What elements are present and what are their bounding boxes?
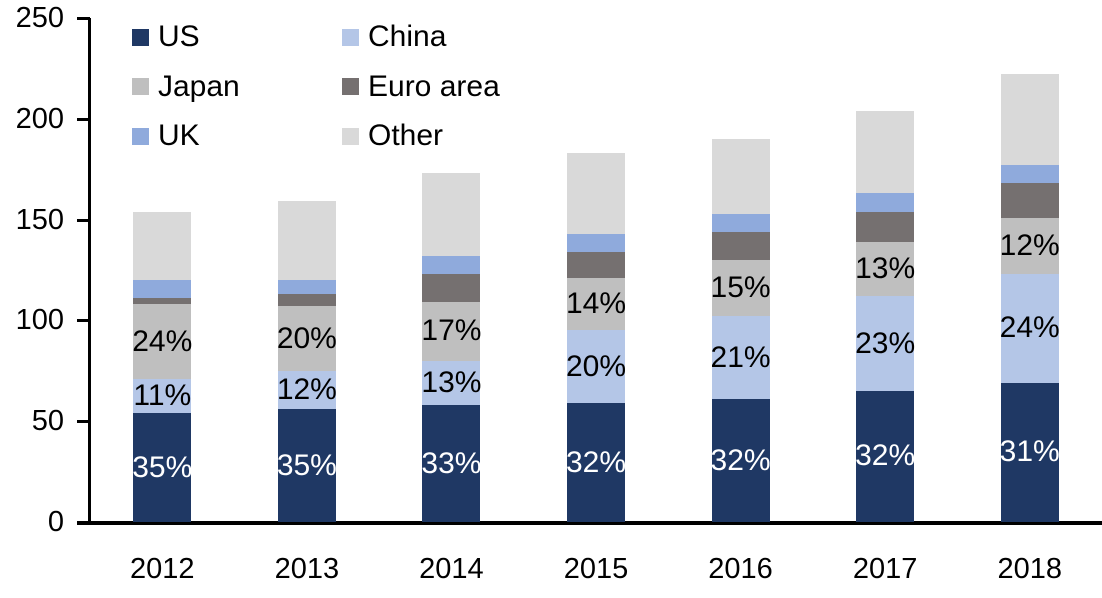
data-label-us-2018: 31% [999, 435, 1060, 469]
segment-uk-2014 [422, 255, 481, 275]
segment-other-2018 [1000, 74, 1059, 166]
segment-euro-area-2015 [567, 251, 625, 279]
segment-us-2013 [277, 409, 336, 522]
y-tick-label-0: 0 [47, 506, 64, 538]
y-tick-label-150: 150 [15, 203, 64, 236]
segment-japan-2014 [422, 302, 481, 361]
data-label-japan-2018: 12% [999, 228, 1060, 262]
x-tick-label-2012: 2012 [130, 553, 195, 585]
segment-uk-2015 [567, 233, 625, 252]
data-label-japan-2016: 15% [710, 271, 771, 305]
y-tick-mark-200 [77, 117, 90, 121]
data-label-japan-2013: 20% [276, 321, 337, 355]
data-label-japan-2012: 24% [132, 324, 193, 358]
segment-uk-2016 [711, 213, 770, 232]
y-tick-mark-50 [77, 420, 90, 424]
legend-label-china: China [368, 20, 447, 53]
data-label-japan-2014: 17% [421, 314, 482, 348]
y-tick-label-200: 200 [15, 102, 64, 135]
data-label-us-2016: 32% [710, 443, 771, 477]
segment-other-2013 [277, 201, 336, 281]
segment-china-2015 [567, 330, 625, 404]
legend-swatch-japan [132, 78, 149, 95]
segment-us-2016 [711, 399, 770, 522]
data-label-us-2012: 35% [132, 450, 193, 484]
segment-euro-area-2014 [422, 274, 481, 303]
legend-label-euro-area: Euro area [368, 69, 500, 103]
segment-euro-area-2018 [1000, 183, 1059, 218]
legend-swatch-us [132, 28, 149, 46]
legend-label-other: Other [368, 119, 444, 152]
y-tick-label-100: 100 [15, 304, 64, 337]
y-tick-mark-0 [77, 521, 90, 524]
y-axis-line [88, 18, 91, 524]
y-tick-mark-150 [77, 218, 90, 222]
segment-japan-2017 [856, 241, 915, 297]
segment-other-2017 [856, 110, 915, 194]
x-tick-label-2017: 2017 [852, 553, 918, 585]
data-label-us-2015: 32% [565, 445, 627, 479]
y-tick-label-50: 50 [31, 405, 64, 438]
segment-other-2016 [711, 138, 770, 214]
segment-euro-area-2013 [277, 294, 336, 307]
segment-japan-2018 [1000, 217, 1059, 275]
data-label-us-2014: 33% [421, 446, 482, 480]
segment-japan-2015 [567, 278, 625, 331]
segment-uk-2013 [277, 280, 336, 295]
segment-japan-2013 [277, 306, 336, 371]
segment-euro-area-2016 [711, 231, 770, 260]
data-label-china-2018: 24% [999, 311, 1060, 345]
y-tick-mark-100 [77, 319, 90, 323]
data-label-japan-2015: 14% [565, 287, 627, 321]
segment-china-2013 [277, 370, 336, 410]
segment-euro-area-2012 [133, 298, 192, 305]
segment-us-2014 [422, 405, 481, 522]
segment-china-2014 [422, 360, 481, 406]
legend-label-uk: UK [158, 119, 200, 152]
segment-china-2018 [1000, 274, 1059, 383]
segment-china-2016 [711, 316, 770, 399]
x-tick-label-2013: 2013 [274, 553, 340, 585]
segment-japan-2016 [711, 259, 770, 317]
segment-euro-area-2017 [856, 211, 915, 242]
data-label-us-2013: 35% [276, 448, 337, 482]
segment-uk-2017 [856, 193, 915, 212]
y-tick-mark-250 [77, 17, 90, 20]
data-label-china-2016: 21% [710, 340, 771, 374]
segment-us-2015 [567, 403, 625, 522]
data-label-china-2012: 11% [133, 379, 192, 412]
segment-other-2012 [133, 211, 192, 281]
data-label-china-2013: 12% [276, 372, 337, 406]
legend-swatch-uk [132, 127, 149, 145]
segment-us-2018 [1000, 382, 1059, 522]
x-tick-label-2016: 2016 [708, 553, 773, 585]
data-label-china-2014: 13% [421, 365, 482, 399]
legend-swatch-china [342, 28, 359, 46]
x-tick-label-2014: 2014 [419, 553, 484, 585]
x-tick-label-2015: 2015 [563, 553, 629, 585]
legend-swatch-other [342, 127, 359, 145]
segment-other-2015 [567, 153, 625, 234]
segment-uk-2012 [133, 280, 192, 299]
segment-china-2017 [856, 296, 915, 391]
data-label-us-2017: 32% [855, 439, 916, 473]
legend-label-us: US [158, 20, 200, 53]
segment-japan-2012 [133, 304, 192, 379]
data-label-japan-2017: 13% [855, 251, 916, 285]
data-label-china-2017: 23% [855, 326, 916, 360]
segment-other-2014 [422, 173, 481, 256]
x-tick-label-2018: 2018 [997, 553, 1062, 585]
segment-us-2017 [856, 390, 915, 522]
legend-label-japan: Japan [158, 69, 240, 103]
segment-uk-2018 [1000, 165, 1059, 184]
data-label-china-2015: 20% [565, 349, 627, 383]
segment-china-2012 [133, 378, 192, 414]
segment-us-2012 [133, 413, 192, 522]
y-tick-label-250: 250 [15, 2, 64, 34]
x-axis-line [77, 521, 1102, 525]
legend-swatch-euro-area [342, 78, 359, 95]
